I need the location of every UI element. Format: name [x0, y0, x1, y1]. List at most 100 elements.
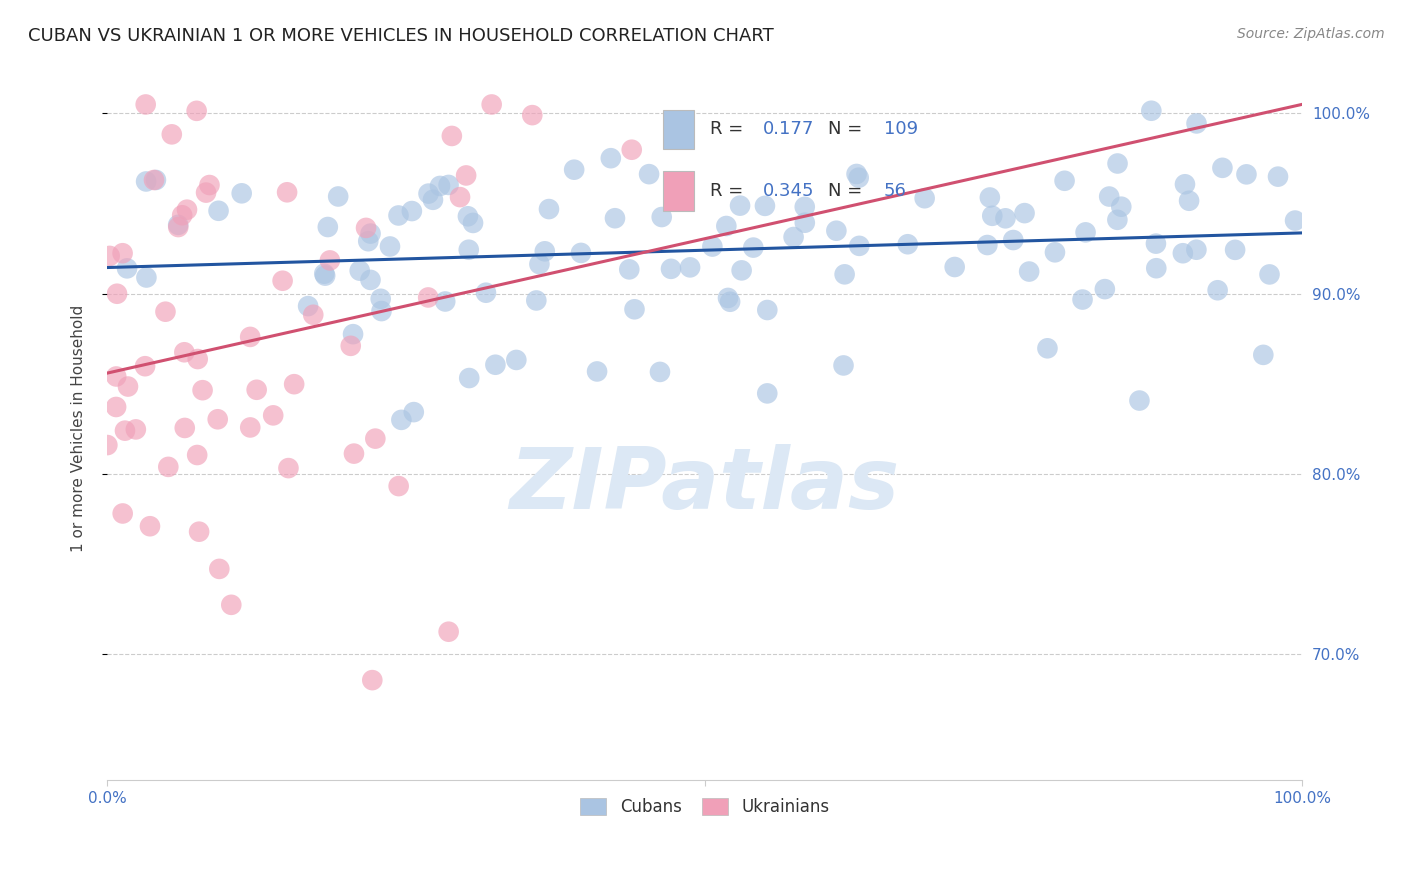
Point [994, 211, 1017, 226]
Point [793, 216, 815, 230]
Point [1128, 393, 1150, 408]
Point [434, 294, 457, 309]
Point [1258, 268, 1281, 282]
Point [388, 479, 411, 493]
Point [449, 190, 471, 204]
Point [135, 174, 157, 188]
Point [1185, 243, 1208, 257]
Y-axis label: 1 or more Vehicles in Household: 1 or more Vehicles in Household [72, 305, 86, 552]
Point [845, 167, 868, 181]
Point [283, 377, 305, 392]
Point [505, 353, 527, 368]
Point [302, 308, 325, 322]
Point [458, 371, 481, 385]
Point [262, 409, 284, 423]
Point [1144, 236, 1167, 251]
Point [173, 421, 195, 435]
Point [105, 286, 128, 301]
Point [378, 239, 401, 253]
Point [105, 369, 128, 384]
Point [943, 260, 966, 274]
Point [114, 424, 136, 438]
Point [730, 263, 752, 277]
Point [319, 253, 342, 268]
Point [976, 238, 998, 252]
Point [418, 186, 440, 201]
Point [648, 365, 671, 379]
Point [623, 302, 645, 317]
Point [437, 178, 460, 192]
Point [456, 169, 478, 183]
Point [135, 97, 157, 112]
Point [401, 204, 423, 219]
Point [484, 358, 506, 372]
Point [96, 438, 118, 452]
Point [349, 263, 371, 277]
Point [145, 173, 167, 187]
Point [562, 162, 585, 177]
Point [360, 227, 382, 241]
Point [1178, 194, 1201, 208]
Point [314, 267, 336, 281]
Point [176, 202, 198, 217]
Point [716, 219, 738, 233]
Point [134, 359, 156, 374]
Point [186, 103, 208, 118]
Point [638, 167, 661, 181]
Point [115, 261, 138, 276]
Point [167, 218, 190, 232]
Point [979, 190, 1001, 204]
Point [619, 262, 641, 277]
Text: Source: ZipAtlas.com: Source: ZipAtlas.com [1237, 27, 1385, 41]
Point [135, 270, 157, 285]
Point [1043, 245, 1066, 260]
Point [239, 420, 262, 434]
Point [1036, 341, 1059, 355]
Point [702, 239, 724, 253]
Point [297, 299, 319, 313]
Point [364, 432, 387, 446]
Point [167, 220, 190, 235]
Point [569, 246, 592, 260]
Point [328, 189, 350, 203]
Point [160, 128, 183, 142]
Point [825, 224, 848, 238]
Point [1094, 282, 1116, 296]
Point [277, 461, 299, 475]
Point [155, 304, 177, 318]
Point [143, 173, 166, 187]
Point [848, 239, 870, 253]
Point [848, 170, 870, 185]
Point [370, 292, 392, 306]
Text: CUBAN VS UKRAINIAN 1 OR MORE VEHICLES IN HOUSEHOLD CORRELATION CHART: CUBAN VS UKRAINIAN 1 OR MORE VEHICLES IN… [28, 27, 773, 45]
Point [271, 274, 294, 288]
Point [914, 191, 936, 205]
Point [316, 220, 339, 235]
Point [207, 203, 229, 218]
Point [357, 234, 380, 248]
Point [620, 143, 643, 157]
Point [1223, 243, 1246, 257]
Point [440, 128, 463, 143]
Point [98, 249, 121, 263]
Point [173, 345, 195, 359]
Point [756, 386, 779, 401]
Point [981, 209, 1004, 223]
Point [111, 507, 134, 521]
Point [314, 268, 336, 283]
Point [679, 260, 702, 275]
Point [231, 186, 253, 201]
Point [422, 193, 444, 207]
Point [360, 273, 382, 287]
Point [586, 364, 609, 378]
Point [1074, 225, 1097, 239]
Point [1171, 246, 1194, 260]
Point [418, 290, 440, 304]
Point [1140, 103, 1163, 118]
Point [529, 257, 551, 271]
Point [1144, 261, 1167, 276]
Point [742, 241, 765, 255]
Point [125, 422, 148, 436]
Point [387, 209, 409, 223]
Point [834, 268, 856, 282]
